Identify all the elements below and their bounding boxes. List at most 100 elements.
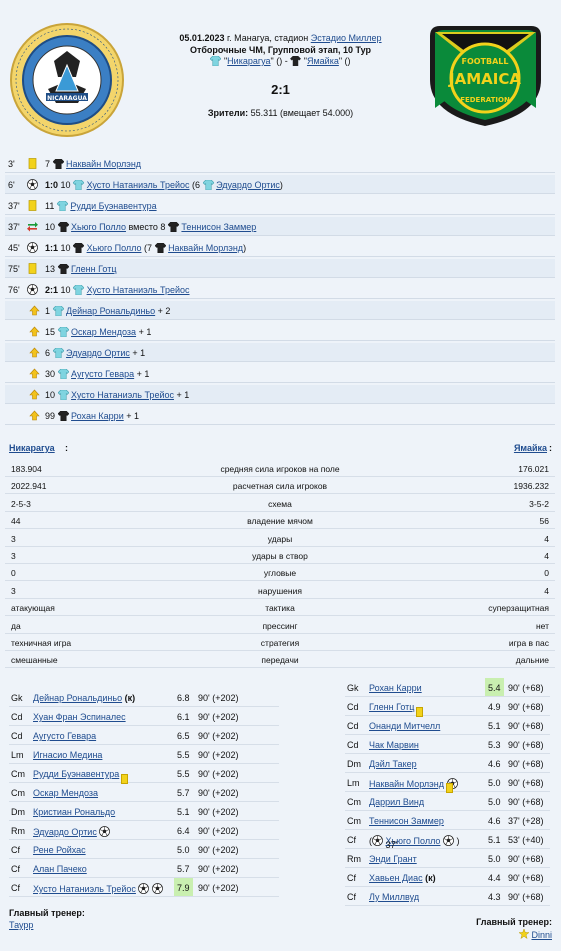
- player-link[interactable]: Лу Миллвуд: [369, 892, 420, 902]
- home-coach-link[interactable]: Таурр: [9, 920, 34, 930]
- assist-player-link[interactable]: Оскар Мендоза: [71, 327, 137, 337]
- player-minutes: 90' (+68): [508, 759, 544, 769]
- event-minute: 3': [8, 159, 15, 169]
- player-link[interactable]: Гленн Готц: [369, 702, 415, 712]
- event-sub-text: вместо 8: [128, 222, 166, 232]
- player-link[interactable]: Рохан Карри: [369, 683, 422, 693]
- stats-away-team-link[interactable]: Ямайка: [513, 443, 547, 453]
- event-text: 11 Рудди Буэнавентура: [45, 201, 157, 211]
- assist-number: 99: [45, 411, 56, 421]
- event-player-link[interactable]: Хусто Натаниэль Трейос: [86, 180, 190, 190]
- player-link[interactable]: Рудди Буэнавентура: [33, 769, 120, 779]
- player-minutes: 53' (+40): [508, 835, 544, 845]
- player-link[interactable]: Хьюго Полло: [385, 836, 441, 846]
- event-row: 76' 2:1 10 Хусто Натаниэль Трейос: [5, 280, 555, 299]
- player-link[interactable]: Алан Пачеко: [33, 864, 87, 874]
- stat-label: прессинг: [262, 620, 298, 631]
- away-team-link[interactable]: Ямайка: [306, 56, 339, 66]
- player-link[interactable]: Дэйл Такер: [369, 759, 417, 769]
- assist-bonus: + 1: [138, 327, 152, 337]
- event-assist-link[interactable]: Эдуардо Ортис: [216, 180, 280, 190]
- player-rating: 5.4: [485, 678, 504, 696]
- stats-home-team-link[interactable]: Никарагуа: [9, 443, 55, 453]
- player-rating: 5.0: [488, 854, 501, 864]
- assist-player-link[interactable]: Дейнар Рональдиньо: [66, 306, 156, 316]
- event-player-link[interactable]: Хьюго Полло: [86, 243, 142, 253]
- away-shirt-icon: [57, 264, 69, 274]
- event-minute: 6': [8, 180, 15, 190]
- home-team-link[interactable]: Никарагуа: [227, 56, 271, 66]
- player-minutes: 90' (+202): [198, 712, 239, 722]
- stat-label: нарушения: [258, 585, 302, 596]
- player-minutes: 90' (+68): [508, 778, 544, 788]
- assist-row: 10 Хусто Натаниэль Трейос + 1: [5, 385, 555, 404]
- home-shirt-icon: [56, 201, 68, 211]
- player-link[interactable]: Рене Ройхас: [33, 845, 86, 855]
- stadium-link[interactable]: Эстадио Миллер: [310, 33, 382, 43]
- event-player-link[interactable]: Гленн Готц: [71, 264, 117, 274]
- event-assist-link[interactable]: Наквайн Морлэнд: [168, 243, 244, 253]
- home-shirt-icon: [73, 285, 85, 295]
- player-name: Онанди Митчелл: [369, 721, 440, 731]
- home-shirt-icon: [202, 180, 214, 190]
- away-coach-link[interactable]: Dinni: [531, 930, 552, 940]
- lineup-row: Cd Чак Марвин 5.3 90' (+68): [345, 735, 550, 754]
- event-player-link[interactable]: Рудди Буэнавентура: [70, 201, 157, 211]
- player-minutes: 90' (+202): [198, 845, 239, 855]
- player-name: Алан Пачеко: [33, 864, 87, 874]
- player-link[interactable]: Даррил Винд: [369, 797, 425, 807]
- player-link[interactable]: Наквайн Морлэнд: [369, 779, 444, 789]
- away-shirt-icon: [57, 411, 69, 421]
- player-name: Игнасио Медина: [33, 750, 102, 760]
- player-link[interactable]: Хусто Натаниэль Трейос: [33, 884, 136, 894]
- stat-home-value: техничная игра: [11, 638, 72, 648]
- tournament-stage: Отборочные ЧМ, Групповой этап, 10 Тур: [189, 45, 372, 55]
- stat-away-value: 1936.232: [513, 481, 549, 492]
- event-player-number: 13: [45, 264, 56, 274]
- player-position: Cd: [347, 740, 359, 750]
- player-position: Dm: [347, 759, 361, 769]
- event-player-link[interactable]: Наквайн Морлэнд: [66, 159, 142, 169]
- lineup-row: Cf Рене Ройхас 5.0 90' (+202): [9, 840, 279, 859]
- assist-icon: [29, 326, 40, 337]
- event-player-link[interactable]: Хьюго Полло: [71, 222, 126, 232]
- player-link[interactable]: Эдуардо Ортис: [33, 827, 97, 837]
- lineup-row: Cd Гленн Готц 4.9 90' (+68): [345, 697, 550, 717]
- stat-row: техничная игра стратегия игра в пас: [5, 634, 555, 651]
- player-name: Дейнар Рональдиньо (к): [33, 693, 135, 703]
- player-link[interactable]: Дейнар Рональдиньо: [33, 693, 123, 703]
- player-minutes: 90' (+68): [508, 721, 544, 731]
- event-player-link[interactable]: Хусто Натаниэль Трейос: [86, 285, 190, 295]
- player-link[interactable]: Энди Грант: [369, 854, 417, 864]
- player-link[interactable]: Чак Марвин: [369, 740, 419, 750]
- player-link[interactable]: Онанди Митчелл: [369, 721, 441, 731]
- stat-home-value: 0: [11, 568, 16, 579]
- assist-player-link[interactable]: Эдуардо Ортис: [66, 348, 130, 358]
- player-link[interactable]: Теннисон Заммер: [369, 816, 444, 826]
- event-minute: 37': [8, 222, 20, 232]
- player-link[interactable]: Кристиан Рональдо: [33, 807, 116, 817]
- away-team-logo[interactable]: JAMAICA FOOTBALL FEDERATION: [420, 22, 551, 130]
- stat-row: 2-5-3 схема 3-5-2: [5, 495, 555, 512]
- player-link[interactable]: Оскар Мендоза: [33, 788, 99, 798]
- assist-player-link[interactable]: Хусто Натаниэль Трейос: [71, 390, 174, 400]
- player-link[interactable]: Аугусто Гевара: [33, 731, 97, 741]
- home-team-logo[interactable]: NICARAGUA: [8, 21, 126, 139]
- away-coach-label: Главный тренер:: [476, 917, 552, 927]
- player-rating: 6.4: [177, 826, 190, 836]
- player-link[interactable]: Хуан Фран Эспиналес: [33, 712, 126, 722]
- player-name: Чак Марвин: [369, 740, 419, 750]
- event-sub-player-link[interactable]: Теннисон Заммер: [181, 222, 257, 232]
- assist-row: 15 Оскар Мендоза + 1: [5, 322, 555, 341]
- player-position: Cm: [11, 769, 25, 779]
- stat-home-value: 44: [11, 516, 21, 527]
- player-link[interactable]: Игнасио Медина: [33, 750, 103, 760]
- assist-icon: [29, 389, 40, 400]
- match-teams: "Никарагуа" () - "Ямайка" (): [0, 56, 561, 66]
- player-link[interactable]: Хавьен Диас: [369, 873, 423, 883]
- yellow-card-icon: [446, 783, 453, 793]
- assist-player-link[interactable]: Аугусто Гевара: [71, 369, 135, 379]
- assist-player-link[interactable]: Рохан Карри: [71, 411, 124, 421]
- player-position: Cd: [11, 731, 23, 741]
- stat-label: передачи: [261, 655, 299, 666]
